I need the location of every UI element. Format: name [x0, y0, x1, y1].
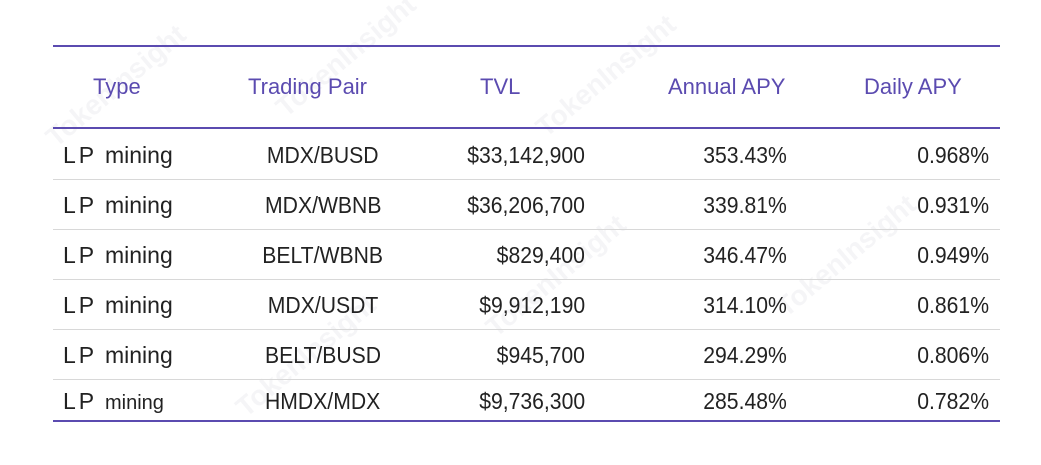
cell-daily-apy-text: 0.949%: [917, 242, 989, 268]
cell-daily-apy: 0.968%: [853, 141, 989, 169]
cell-tvl: $945,700: [413, 341, 585, 369]
watermark: TokenInsight: [269, 0, 422, 123]
cell-annual-apy: 339.81%: [643, 191, 787, 219]
cell-annual-apy-text: 339.81%: [703, 192, 787, 218]
cell-trading-pair-text: BELT/WBNB: [262, 242, 384, 268]
type-lp-label: LP: [63, 292, 98, 318]
cell-tvl-text: $829,400: [496, 242, 585, 268]
cell-trading-pair-text: MDX/WBNB: [264, 192, 382, 218]
cell-tvl-text: $9,912,190: [479, 292, 585, 318]
cell-daily-apy-text: 0.931%: [917, 192, 989, 218]
type-mining-label: mining: [105, 242, 173, 268]
cell-daily-apy-text: 0.861%: [917, 292, 989, 318]
type-mining-label: mining: [105, 142, 173, 168]
watermark: TokenInsight: [529, 8, 682, 143]
cell-daily-apy-text: 0.806%: [917, 342, 989, 368]
type-lp-label: LP: [63, 242, 98, 268]
cell-tvl: $9,736,300: [413, 387, 585, 415]
cell-trading-pair-text: BELT/BUSD: [264, 342, 382, 368]
cell-type: LP mining: [63, 141, 253, 169]
table-bottom-rule: [53, 420, 1000, 422]
row-separator: [53, 329, 1000, 330]
type-mining-label: mining: [105, 192, 173, 218]
cell-type: LP mining: [63, 341, 253, 369]
cell-annual-apy-text: 294.29%: [703, 342, 787, 368]
cell-trading-pair: HMDX/MDX: [243, 387, 403, 415]
cell-annual-apy-text: 346.47%: [703, 242, 787, 268]
cell-tvl: $33,142,900: [413, 141, 585, 169]
cell-tvl: $829,400: [413, 241, 585, 269]
cell-tvl-text: $36,206,700: [467, 192, 585, 218]
cell-type: LP mining: [63, 241, 253, 269]
type-mining-label: mining: [105, 392, 164, 414]
header-tvl: TVL: [480, 74, 521, 99]
type-mining-label: mining: [105, 292, 173, 318]
cell-daily-apy: 0.949%: [853, 241, 989, 269]
row-separator: [53, 279, 1000, 280]
cell-tvl-text: $9,736,300: [479, 388, 585, 414]
cell-trading-pair-text: MDX/USDT: [267, 292, 379, 318]
type-lp-label: LP: [63, 388, 98, 414]
cell-annual-apy-text: 353.43%: [703, 142, 787, 168]
cell-annual-apy: 314.10%: [643, 291, 787, 319]
header-type: Type: [93, 74, 141, 99]
cell-trading-pair: BELT/BUSD: [243, 341, 403, 369]
cell-trading-pair-text: MDX/BUSD: [267, 142, 379, 168]
cell-type: LP mining: [63, 387, 253, 417]
cell-trading-pair: MDX/USDT: [243, 291, 403, 319]
cell-tvl-text: $33,142,900: [467, 142, 585, 168]
cell-annual-apy: 353.43%: [643, 141, 787, 169]
cell-daily-apy-text: 0.782%: [917, 388, 989, 414]
row-separator: [53, 379, 1000, 380]
cell-daily-apy: 0.861%: [853, 291, 989, 319]
header-trading-pair: Trading Pair: [248, 74, 368, 99]
cell-type: LP mining: [63, 291, 253, 319]
cell-trading-pair: BELT/WBNB: [243, 241, 403, 269]
cell-annual-apy: 346.47%: [643, 241, 787, 269]
cell-trading-pair: MDX/WBNB: [243, 191, 403, 219]
cell-annual-apy: 294.29%: [643, 341, 787, 369]
cell-annual-apy: 285.48%: [643, 387, 787, 415]
cell-daily-apy: 0.782%: [853, 387, 989, 415]
row-separator: [53, 229, 1000, 230]
cell-tvl-text: $945,700: [496, 342, 585, 368]
type-lp-label: LP: [63, 192, 98, 218]
cell-daily-apy-text: 0.968%: [917, 142, 989, 168]
type-lp-label: LP: [63, 142, 98, 168]
header-annual-apy: Annual APY: [668, 74, 786, 99]
header-rule: [53, 127, 1000, 129]
type-lp-label: LP: [63, 342, 98, 368]
row-separator: [53, 179, 1000, 180]
cell-annual-apy-text: 314.10%: [703, 292, 787, 318]
table-top-rule: [53, 45, 1000, 47]
cell-trading-pair-text: HMDX/MDX: [265, 388, 381, 414]
cell-annual-apy-text: 285.48%: [703, 388, 787, 414]
cell-trading-pair: MDX/BUSD: [243, 141, 403, 169]
cell-daily-apy: 0.806%: [853, 341, 989, 369]
cell-tvl: $36,206,700: [413, 191, 585, 219]
type-mining-label: mining: [105, 342, 173, 368]
cell-daily-apy: 0.931%: [853, 191, 989, 219]
cell-tvl: $9,912,190: [413, 291, 585, 319]
header-daily-apy: Daily APY: [864, 74, 962, 99]
cell-type: LP mining: [63, 191, 253, 219]
